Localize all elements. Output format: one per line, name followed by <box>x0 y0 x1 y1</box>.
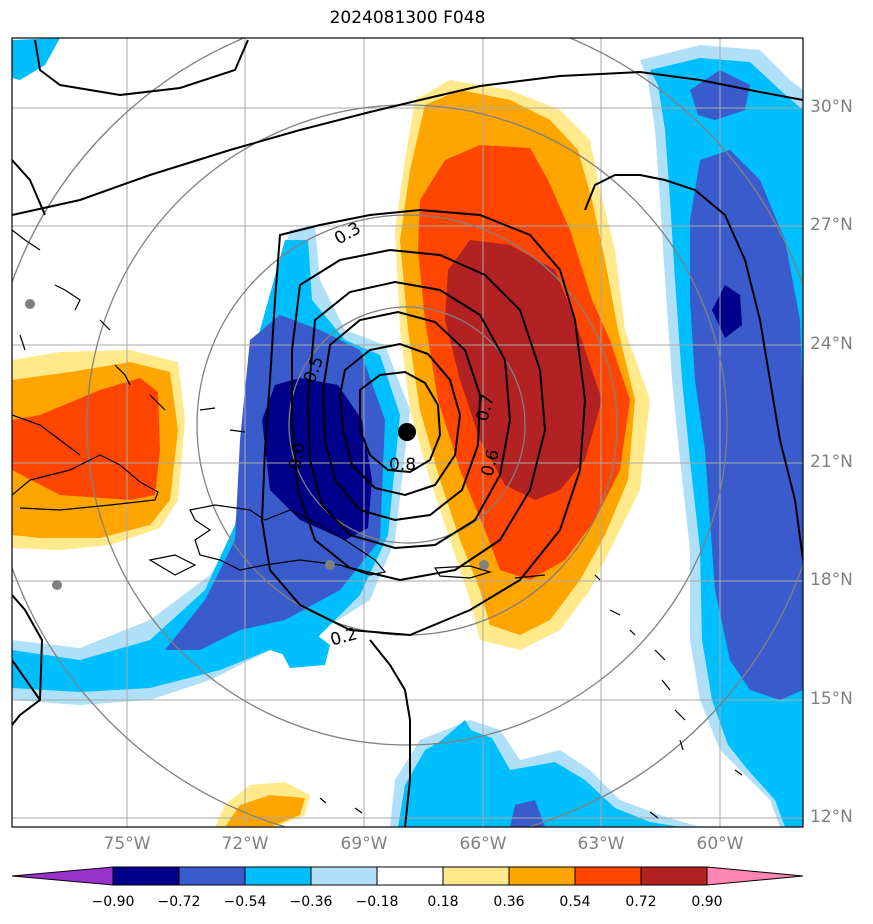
colorbar-bin <box>508 866 576 886</box>
map-title: 2024081300 F048 <box>329 8 486 28</box>
anomaly-negative-west-edge <box>12 38 60 80</box>
lon-label-72w: 72°W <box>221 834 269 854</box>
contours <box>12 39 803 827</box>
colorbar-tick-label: −0.72 <box>157 894 201 910</box>
lon-label-60w: 60°W <box>696 834 744 854</box>
lon-label-75w: 75°W <box>103 834 151 854</box>
lon-label-69w: 69°W <box>340 834 388 854</box>
colorbar-bin <box>244 866 312 886</box>
colorbar-extend-high <box>706 866 804 886</box>
colorbar-bin <box>112 866 180 886</box>
anomaly-negative-south <box>275 630 700 827</box>
anomaly-positive-west <box>12 350 185 550</box>
colorbar-bin <box>574 866 642 886</box>
colorbar-bin <box>178 866 246 886</box>
colorbar-bin <box>310 866 378 886</box>
contour-label-0p8: 0.8 <box>389 455 416 475</box>
lat-label-21n: 21°N <box>810 452 853 472</box>
colorbar-bin <box>376 866 444 886</box>
colorbar-extend-low <box>11 866 114 886</box>
colorbar <box>11 866 804 886</box>
city-markers <box>25 299 489 590</box>
lat-label-18n: 18°N <box>810 570 853 590</box>
colorbar-tick-label: −0.54 <box>223 894 267 910</box>
colorbar-tick-label: 0.54 <box>559 894 591 910</box>
colorbar-bin <box>640 866 708 886</box>
contour-label-0p0: 0.0 <box>286 441 310 471</box>
lon-label-63w: 63°W <box>577 834 625 854</box>
colorbar-tick-label: −0.36 <box>289 894 333 910</box>
colorbar-tick-label: 0.72 <box>625 894 657 910</box>
lat-label-30n: 30°N <box>810 97 853 117</box>
colorbar-tick-label: 0.90 <box>691 894 723 910</box>
colorbar-tick-label: −0.90 <box>91 894 135 910</box>
lat-label-15n: 15°N <box>810 689 853 709</box>
colorbar-tick-label: 0.36 <box>493 894 525 910</box>
colorbar-tick-label: 0.18 <box>427 894 459 910</box>
lat-label-27n: 27°N <box>810 215 853 235</box>
lat-label-24n: 24°N <box>810 334 853 354</box>
lat-label-12n: 12°N <box>810 807 853 827</box>
storm-center-marker <box>398 423 416 441</box>
colorbar-bin <box>442 866 510 886</box>
lon-label-66w: 66°W <box>459 834 507 854</box>
colorbar-tick-label: −0.18 <box>355 894 399 910</box>
coastlines <box>12 229 743 819</box>
map-frame <box>11 37 804 828</box>
